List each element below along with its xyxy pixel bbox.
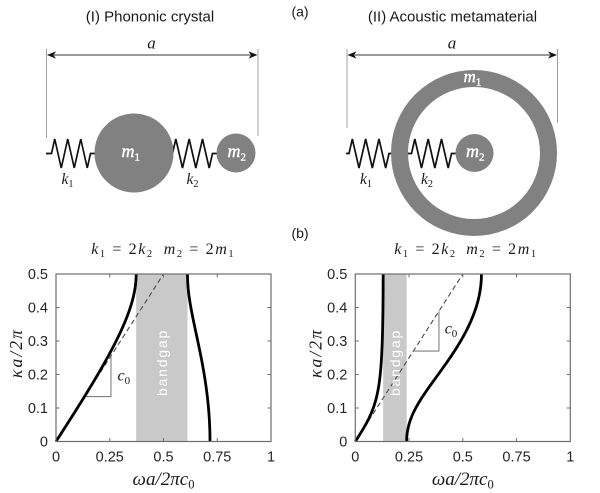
svg-text:k1 = 2k2: k1 = 2k2 bbox=[91, 241, 154, 260]
svg-text:0.25: 0.25 bbox=[395, 450, 423, 466]
svg-text:0.3: 0.3 bbox=[28, 334, 48, 350]
svg-text:0.2: 0.2 bbox=[327, 368, 347, 384]
svg-text:c0: c0 bbox=[445, 321, 458, 340]
svg-text:(a): (a) bbox=[291, 4, 308, 20]
svg-text:k1 = 2k2: k1 = 2k2 bbox=[394, 241, 457, 260]
svg-text:0.5: 0.5 bbox=[327, 267, 347, 283]
svg-text:0: 0 bbox=[339, 435, 347, 451]
svg-text:bandgap: bandgap bbox=[154, 329, 170, 396]
svg-text:0: 0 bbox=[40, 435, 48, 451]
svg-text:0.75: 0.75 bbox=[502, 450, 530, 466]
svg-text:κa/2π: κa/2π bbox=[305, 328, 325, 378]
svg-text:m1: m1 bbox=[122, 141, 141, 164]
svg-text:0.1: 0.1 bbox=[327, 401, 347, 417]
svg-text:m2: m2 bbox=[466, 141, 485, 164]
svg-text:0.2: 0.2 bbox=[28, 368, 48, 384]
svg-text:0.4: 0.4 bbox=[327, 301, 347, 317]
svg-text:(II) Acoustic metamaterial: (II) Acoustic metamaterial bbox=[368, 9, 537, 26]
svg-text:k1: k1 bbox=[360, 171, 372, 190]
svg-text:0.5: 0.5 bbox=[28, 267, 48, 283]
svg-text:m2 = 2m1: m2 = 2m1 bbox=[164, 241, 235, 260]
svg-text:c0: c0 bbox=[118, 368, 131, 387]
svg-text:0.5: 0.5 bbox=[453, 450, 473, 466]
svg-text:0: 0 bbox=[52, 450, 60, 466]
svg-text:m2: m2 bbox=[228, 141, 247, 164]
svg-text:bandgap: bandgap bbox=[387, 329, 403, 396]
svg-text:k1: k1 bbox=[62, 171, 74, 190]
svg-text:a: a bbox=[147, 34, 156, 53]
svg-text:0.3: 0.3 bbox=[327, 334, 347, 350]
svg-text:(I) Phononic crystal: (I) Phononic crystal bbox=[86, 9, 214, 26]
svg-text:ωa/2πc0: ωa/2πc0 bbox=[432, 469, 494, 492]
svg-text:(b): (b) bbox=[291, 225, 308, 241]
svg-text:κa/2π: κa/2π bbox=[6, 328, 26, 378]
svg-text:1: 1 bbox=[267, 450, 275, 466]
svg-text:0: 0 bbox=[351, 450, 359, 466]
svg-text:0.4: 0.4 bbox=[28, 301, 48, 317]
svg-text:ωa/2πc0: ωa/2πc0 bbox=[133, 469, 195, 492]
svg-text:m1: m1 bbox=[464, 67, 482, 88]
svg-text:a: a bbox=[448, 34, 457, 53]
svg-text:k2: k2 bbox=[187, 171, 199, 190]
svg-text:k2: k2 bbox=[421, 171, 433, 190]
svg-text:1: 1 bbox=[566, 450, 574, 466]
svg-text:m2 = 2m1: m2 = 2m1 bbox=[466, 241, 537, 260]
svg-text:0.5: 0.5 bbox=[153, 450, 173, 466]
svg-text:0.1: 0.1 bbox=[28, 401, 48, 417]
svg-text:0.75: 0.75 bbox=[203, 450, 231, 466]
svg-text:0.25: 0.25 bbox=[96, 450, 124, 466]
